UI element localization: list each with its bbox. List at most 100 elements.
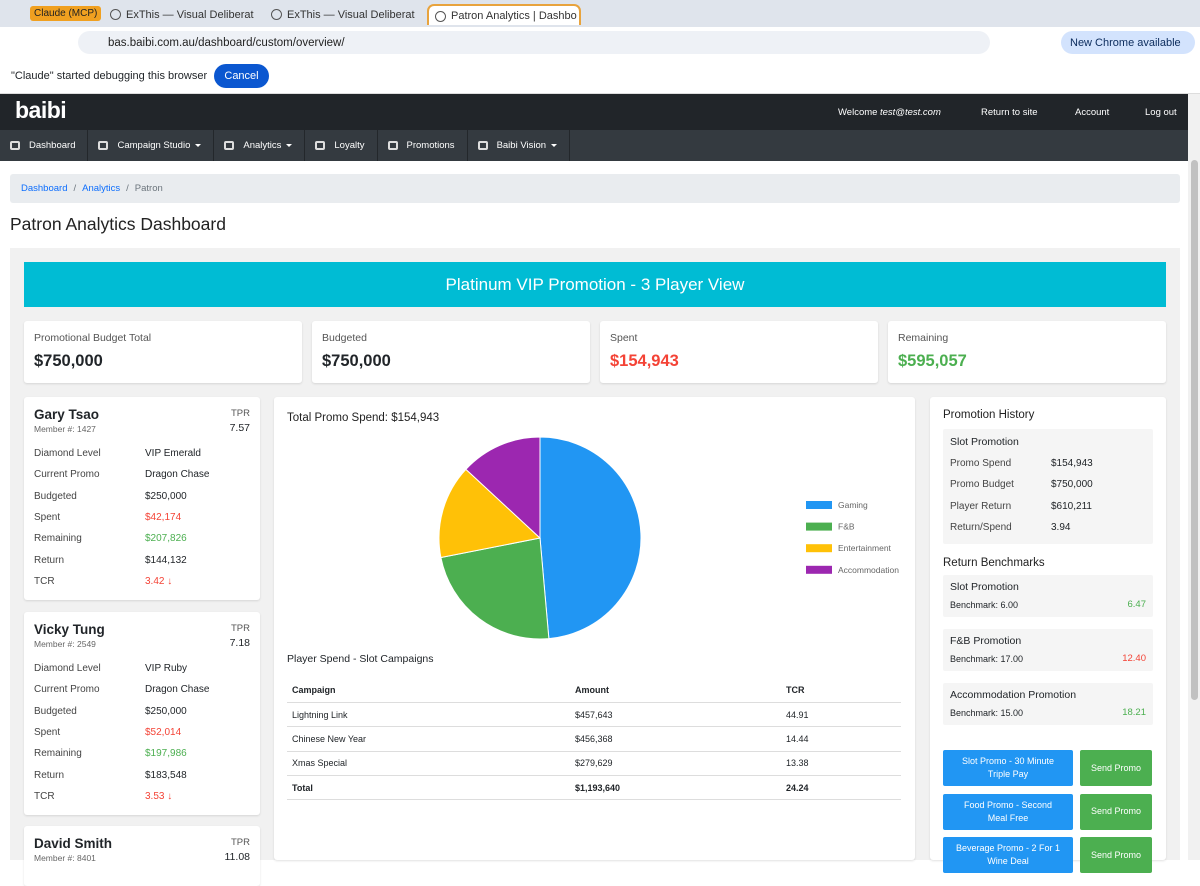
promo-button[interactable]: Food Promo - Second Meal Free <box>943 793 1073 830</box>
table-cell: 14.44 <box>781 726 901 752</box>
logo[interactable]: baibi <box>15 97 67 123</box>
detail-value: $207,826 <box>145 533 187 545</box>
detail-row: Return $183,548 <box>34 764 250 785</box>
table-cell: Xmas Special <box>287 751 570 777</box>
caret <box>195 144 202 147</box>
nav-label: Analytics <box>243 140 282 151</box>
history-label: Return/Spend <box>950 522 1012 534</box>
benchmark-target: Benchmark: 17.00 <box>950 654 1024 664</box>
total-cell: $1,193,640 <box>570 775 781 801</box>
header-link[interactable]: Return to site <box>981 107 1038 118</box>
legend-label: Gaming <box>838 500 868 510</box>
detail-value: 3.53 ↓ <box>145 790 173 802</box>
detail-label: Return <box>34 554 65 566</box>
update-button[interactable]: New Chrome available <box>1061 31 1195 54</box>
detail-row: Remaining $207,826 <box>34 528 250 549</box>
cancel-button[interactable]: Cancel <box>214 64 269 88</box>
detail-label: Budgeted <box>34 705 77 717</box>
url[interactable]: bas.baibi.com.au/dashboard/custom/overvi… <box>78 31 990 54</box>
tab-group-badge[interactable]: Claude (MCP) <box>30 6 102 21</box>
history-row: Promo Spend $154,943 <box>950 453 1146 474</box>
legend-swatch <box>806 544 832 553</box>
nav-item[interactable]: Baibi Vision <box>468 130 571 161</box>
header-cell: TCR <box>781 678 901 703</box>
detail-label: Current Promo <box>34 469 100 481</box>
nav-item[interactable]: Dashboard <box>0 130 89 161</box>
pie-slice <box>539 436 642 640</box>
member-number: Member #: 8401 <box>34 853 96 863</box>
nav-label: Promotions <box>406 140 455 151</box>
player-card: Vicky Tung Member #: 2549 TPR 7.18 Diamond L… <box>24 612 260 815</box>
history-value: $610,211 <box>1051 500 1092 512</box>
history-value: 3.94 <box>1051 522 1071 534</box>
detail-value: Dragon Chase <box>145 684 210 696</box>
total-cell: Total <box>287 775 570 801</box>
tpr-label: TPR <box>231 408 250 419</box>
nav-icon <box>315 141 326 150</box>
detail-row: Current Promo Dragon Chase <box>34 679 250 700</box>
detail-label: Spent <box>34 512 61 524</box>
table-cell: Chinese New Year <box>287 726 570 752</box>
table-title: Player Spend - Slot Campaigns <box>287 653 434 665</box>
pie-chart: Total Promo Spend: $154,943 Gaming F&B Ente… <box>287 412 899 640</box>
debug-message: "Claude" started debugging this browser <box>11 70 208 82</box>
address-bar: bas.baibi.com.au/dashboard/custom/overvi… <box>0 27 1200 58</box>
benchmark-card: Slot Promotion Benchmark: 6.00 6.47 <box>943 575 1153 617</box>
summary-label: Promotional Budget Total <box>34 332 152 344</box>
tab[interactable]: ExThis — Visual Deliberat <box>104 4 262 25</box>
history-card-title: Slot Promotion <box>950 436 1019 448</box>
promo-button[interactable]: Beverage Promo - 2 For 1 Wine Deal <box>943 837 1073 873</box>
legend-swatch <box>806 501 832 509</box>
tab-bar: Claude (MCP) ExThis — Visual Deliberat ExT… <box>0 0 1200 27</box>
summary-card: Budgeted $750,000 <box>312 321 590 383</box>
nav-item[interactable]: Analytics <box>214 130 306 161</box>
detail-value: $52,014 <box>145 727 182 739</box>
table-header: Campaign Amount TCR <box>287 678 901 703</box>
send-promo-button[interactable]: Send Promo <box>1080 750 1152 786</box>
crumb[interactable]: Analytics <box>82 183 121 194</box>
detail-value: $144,132 <box>145 554 187 566</box>
player-details: Diamond Level VIP Emerald Current Promo Dra… <box>34 443 250 592</box>
send-promo-button[interactable]: Send Promo <box>1080 793 1152 830</box>
benchmark-card: F&B Promotion Benchmark: 17.00 12.40 <box>943 629 1153 671</box>
breadcrumb: Dashboard / Analytics / Patron <box>10 174 1180 203</box>
table-cell: $457,643 <box>570 702 781 728</box>
legend-swatch <box>806 565 832 574</box>
promo-button[interactable]: Slot Promo - 30 Minute Triple Pay <box>943 750 1073 786</box>
header-cell: Campaign <box>287 678 570 703</box>
header-link[interactable]: Log out <box>1145 107 1177 118</box>
detail-value: $183,548 <box>145 769 187 781</box>
site-header: baibi Welcome test@test.com Return to site A… <box>0 94 1188 130</box>
summary-label: Spent <box>610 332 638 344</box>
summary-value: $154,943 <box>610 352 679 370</box>
benchmark-value: 6.47 <box>1127 599 1147 610</box>
detail-row: Return $144,132 <box>34 549 250 570</box>
tab-icon <box>271 9 282 20</box>
table-cell: $279,629 <box>570 751 781 777</box>
summary-label: Remaining <box>898 332 949 344</box>
history-label: Promo Budget <box>950 479 1014 491</box>
detail-label: Diamond Level <box>34 448 101 460</box>
scrollbar-thumb[interactable] <box>1191 160 1198 700</box>
nav-item[interactable]: Promotions <box>378 130 468 161</box>
tab[interactable]: Patron Analytics | Dashbo <box>427 4 581 25</box>
tpr-value: 7.57 <box>229 422 250 434</box>
tab-title: ExThis — Visual Deliberat <box>287 8 415 21</box>
detail-value: 3.42 ↓ <box>145 575 173 587</box>
summary-card: Spent $154,943 <box>600 321 878 383</box>
nav-label: Campaign Studio <box>117 140 191 151</box>
nav-item[interactable]: Loyalty <box>305 130 378 161</box>
send-promo-button[interactable]: Send Promo <box>1080 837 1152 873</box>
tab-icon <box>110 9 121 20</box>
header-link[interactable]: Account <box>1075 107 1110 118</box>
benchmark-target: Benchmark: 15.00 <box>950 708 1024 718</box>
legend-label: Accommodation <box>838 565 899 575</box>
nav-item[interactable]: Campaign Studio <box>88 130 215 161</box>
summary-card: Promotional Budget Total $750,000 <box>24 321 302 383</box>
nav-icon <box>224 141 235 150</box>
detail-row: Spent $42,174 <box>34 507 250 528</box>
crumb[interactable]: Dashboard <box>21 183 68 194</box>
debug-bar: "Claude" started debugging this browser C… <box>0 58 1200 94</box>
tab[interactable]: ExThis — Visual Deliberat <box>265 4 423 25</box>
detail-row: TCR 3.42 ↓ <box>34 571 250 592</box>
